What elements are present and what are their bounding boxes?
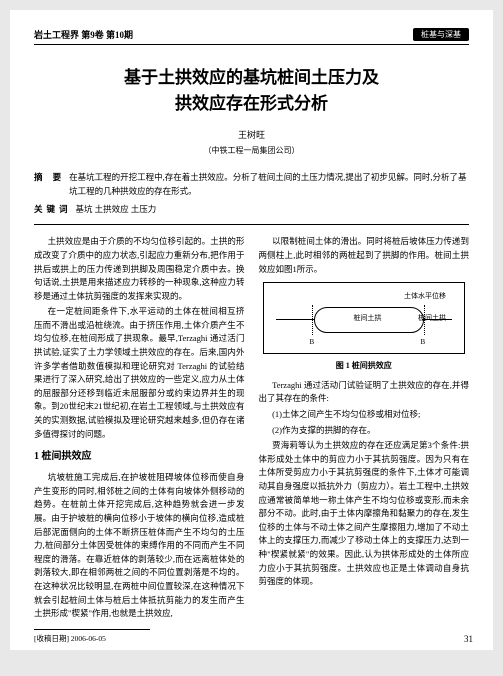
left-p1: 土拱效应是由于介质的不均匀位移引起的。土拱的形成改变了介质中的应力状态,引起应力… bbox=[34, 235, 245, 303]
keywords-row: 关键词 基坑 土拱效应 土压力 bbox=[34, 202, 469, 216]
body-columns: 土拱效应是由于介质的不均匀位移引起的。土拱的形成改变了介质中的应力状态,引起应力… bbox=[34, 235, 469, 644]
right-p4: (2)作为支撑的拱脚的存在。 bbox=[259, 424, 470, 438]
fig-inner-label: 桩间土拱 bbox=[354, 313, 382, 324]
abstract-row: 摘 要 在基坑工程的开挖工程中,存在着土拱效应。分析了桩间土间的土压力情况,提出… bbox=[34, 170, 469, 199]
right-column: 以限制桩间土体的滑出。同时将桩后坡体压力传递到两侧柱上,此时相邻的两桩起到了拱脚… bbox=[259, 235, 470, 644]
fig-b-right: B bbox=[421, 337, 426, 348]
fig-line-left bbox=[276, 319, 314, 320]
abstract-label: 摘 要 bbox=[34, 170, 65, 199]
author-affiliation: （中铁工程一局集团公司） bbox=[34, 145, 469, 156]
abstract-text: 在基坑工程的开挖工程中,存在着土拱效应。分析了桩间土间的土压力情况,提出了初步见… bbox=[69, 170, 469, 199]
page-number: 31 bbox=[464, 634, 473, 644]
keywords-label: 关键词 bbox=[34, 202, 72, 216]
left-p3: 坑坡桩施工完成后,在护坡桩阻碍坡体位移而使自身产生变形的同时,相邻桩之间的土体有… bbox=[34, 471, 245, 621]
fig-b-left: B bbox=[310, 337, 315, 348]
footnote: [收稿日期] 2006-06-05 bbox=[34, 629, 150, 645]
keywords-text: 基坑 土拱效应 土压力 bbox=[76, 202, 469, 216]
right-p5: 贾海莉等认为土拱效应的存在还应满足第3个条件:拱体形成处土体中的剪应力小于其抗剪… bbox=[259, 439, 470, 589]
right-p3: (1)土体之间产生不均匀位移或相对位移; bbox=[259, 408, 470, 422]
divider bbox=[34, 224, 469, 225]
right-p2: Terzaghi 通过活动门试验证明了土拱效应的存在,并得出了其存在的条件: bbox=[259, 379, 470, 406]
section-1-title: 1 桩间拱效应 bbox=[34, 449, 245, 465]
section-badge: 桩基与深基 bbox=[413, 28, 469, 41]
figure-1-caption: 图 1 桩间拱效应 bbox=[259, 360, 470, 373]
fig-label-a: 土体水平位移 bbox=[404, 291, 446, 302]
left-column: 土拱效应是由于介质的不均匀位移引起的。土拱的形成改变了介质中的应力状态,引起应力… bbox=[34, 235, 245, 644]
fig-label-b: 桩间土拱 bbox=[418, 313, 446, 324]
article-title: 基于土拱效应的基坑桩间土压力及 拱效应存在形式分析 bbox=[34, 65, 469, 116]
header-bar: 岩土工程界 第9卷 第10期 桩基与深基 bbox=[34, 28, 469, 45]
journal-info: 岩土工程界 第9卷 第10期 bbox=[34, 28, 133, 41]
author-name: 王树旺 bbox=[34, 128, 469, 141]
title-line-2: 拱效应存在形式分析 bbox=[34, 91, 469, 117]
figure-1: 土体水平位移 桩间土拱 桩间土拱 B B bbox=[263, 282, 466, 354]
page: 岩土工程界 第9卷 第10期 桩基与深基 基于土拱效应的基坑桩间土压力及 拱效应… bbox=[10, 10, 493, 650]
left-p2: 在一定桩间距条件下,水平运动的土体在桩间相互挤压而不滑出或沿桩绕流。由于挤压作用… bbox=[34, 305, 245, 441]
title-line-1: 基于土拱效应的基坑桩间土压力及 bbox=[34, 65, 469, 91]
right-p1: 以限制桩间土体的滑出。同时将桩后坡体压力传递到两侧柱上,此时相邻的两桩起到了拱脚… bbox=[259, 235, 470, 276]
